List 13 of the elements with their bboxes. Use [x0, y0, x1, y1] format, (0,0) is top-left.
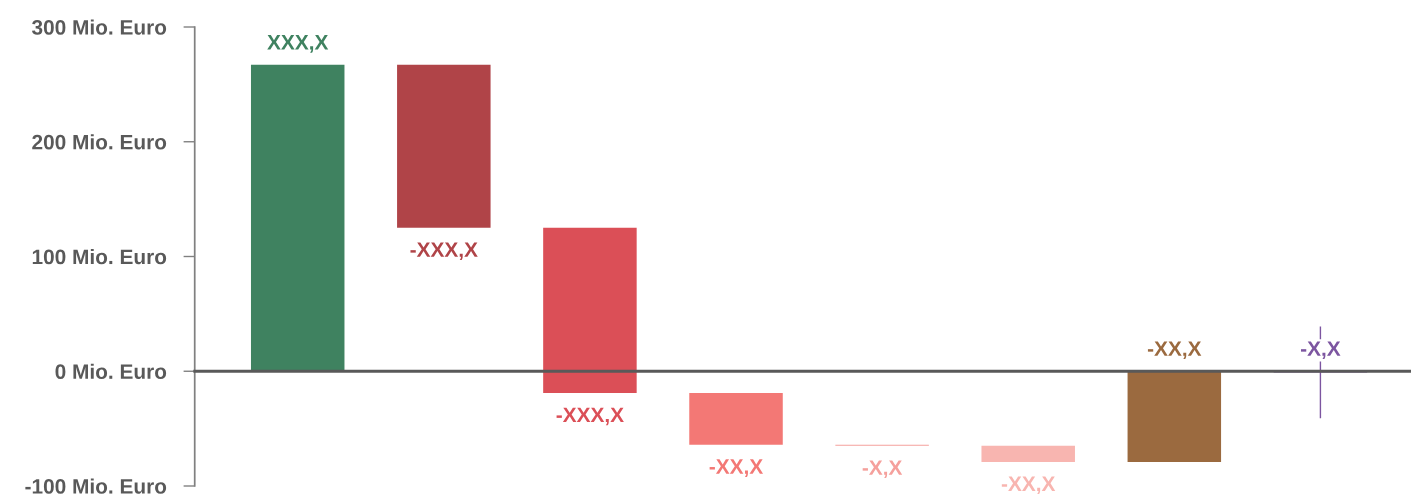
data-label: -XX,X [1147, 341, 1202, 360]
data-label: XXX,X [267, 35, 329, 53]
y-tick-label: 300 Mio. Euro [31, 19, 167, 35]
data-label: -X,X [862, 460, 903, 479]
data-label: -XX,X [1001, 476, 1056, 495]
y-tick-label: 0 Mio. Euro [55, 363, 167, 379]
y-tick-label: 100 Mio. Euro [32, 248, 167, 265]
data-label: -XX,X [709, 459, 764, 477]
data-label: -XXX,X [410, 242, 478, 261]
y-tick-label: 200 Mio. Euro [32, 134, 167, 150]
data-label: -XXX,X [556, 407, 624, 426]
y-tick-label: -100 Mio. Euro [25, 478, 167, 494]
data-label: -X,X [1300, 341, 1341, 360]
